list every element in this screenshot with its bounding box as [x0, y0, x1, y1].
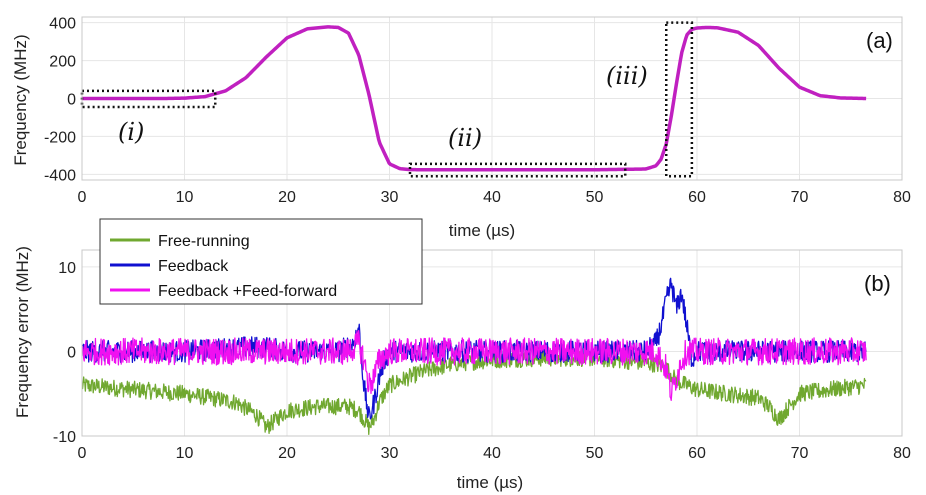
y-tick-label: 400 [49, 16, 76, 33]
region-label-ii: (ii) [448, 124, 482, 152]
y-tick-label: -200 [44, 129, 76, 146]
series-line-chirp [81, 25, 867, 172]
y-tick-label: 0 [67, 344, 76, 361]
region-label-iii: (iii) [606, 62, 648, 90]
x-tick-label: 10 [176, 445, 194, 462]
x-tick-label: 80 [893, 445, 911, 462]
x-tick-label: 50 [586, 445, 604, 462]
ylabel-b: Frequency error (MHz) [13, 246, 32, 418]
x-tick-label: 30 [381, 189, 399, 206]
x-tick-label: 60 [688, 445, 706, 462]
x-tick-label: 60 [688, 189, 706, 206]
x-tick-label: 80 [893, 189, 911, 206]
region-label-i: (i) [118, 118, 144, 146]
legend: Free-running Feedback Feedback +Feed-for… [99, 218, 423, 305]
region-box-2 [408, 162, 627, 178]
legend-label-feedback: Feedback [158, 258, 229, 275]
xlabel-b: time (µs) [457, 473, 523, 492]
x-tick-label: 30 [381, 445, 399, 462]
xlabel-a: time (µs) [449, 221, 515, 240]
x-tick-label: 0 [78, 445, 87, 462]
y-tick-label: -400 [44, 167, 76, 184]
x-tick-label: 20 [278, 189, 296, 206]
x-tick-label: 40 [483, 189, 501, 206]
series-b [82, 277, 867, 436]
x-tick-label: 10 [176, 189, 194, 206]
y-tick-label: 10 [58, 260, 76, 277]
panel-label-a: (a) [866, 28, 893, 53]
legend-label-free-running: Free-running [158, 233, 250, 250]
region-box-3 [665, 21, 694, 178]
x-tick-label: 0 [78, 189, 87, 206]
legend-label-feedback-feedforward: Feedback +Feed-forward [158, 283, 337, 300]
x-tick-label: 20 [278, 445, 296, 462]
ticks-a: 0 10 20 30 40 50 60 70 80 -400 -200 0 200 400 [44, 16, 911, 206]
y-tick-label: 200 [49, 54, 76, 71]
x-tick-label: 70 [791, 445, 809, 462]
x-tick-label: 40 [483, 445, 501, 462]
y-tick-label: -10 [53, 429, 76, 446]
legend-box [99, 218, 423, 305]
axes-frame-a [81, 16, 903, 181]
series-line-free-running [82, 349, 867, 436]
series-a [81, 25, 867, 172]
panel-label-b: (b) [864, 271, 891, 296]
panel-a: 0 10 20 30 40 50 60 70 80 -400 -200 0 200 400 time (µ… [11, 16, 911, 240]
ylabel-a: Frequency (MHz) [11, 34, 30, 165]
x-tick-label: 70 [791, 189, 809, 206]
y-tick-label: 0 [67, 92, 76, 109]
x-tick-label: 50 [586, 189, 604, 206]
series-line-feedback-feed-forward [82, 329, 867, 401]
axes-frame-b [81, 249, 903, 437]
